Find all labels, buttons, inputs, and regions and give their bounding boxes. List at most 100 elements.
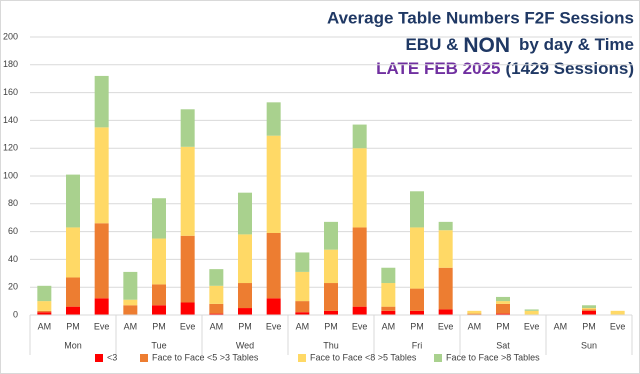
bar-segment [496,301,510,304]
bar-segment [209,269,224,286]
bar-segment [209,303,224,314]
bar-segment [324,310,338,315]
bar-segment [152,238,166,285]
bar-segment [123,305,138,315]
bar-segment [438,309,453,315]
bar-segment [496,313,510,315]
bar-segment [438,267,453,310]
x-tick-label: AM [554,321,568,331]
x-tick-label: Eve [524,321,540,331]
bar-segment [180,235,195,303]
x-tick-label: AM [468,321,482,331]
bar-segment [266,232,281,299]
bar-segment [94,127,109,224]
y-tick-label: 20 [8,282,18,292]
bar-segment [496,296,510,302]
legend-swatch [95,354,103,362]
legend-swatch [434,354,442,362]
bar-segment [410,288,424,311]
x-tick-label: AM [382,321,396,331]
subtitle-part: by day & Time [519,35,634,54]
bar-segment [381,310,396,315]
bar-segment [209,285,224,304]
x-group-label: Sun [581,340,597,350]
y-tick-label: 0 [13,309,18,319]
bar-segment [324,249,338,284]
subtitle2-part: LATE FEB 2025 [376,59,500,78]
bar-segment [438,230,453,268]
bar-segment [238,308,252,315]
bar-segment [352,148,367,228]
x-group-label: Thu [323,340,339,350]
x-tick-label: Eve [180,321,196,331]
y-tick-label: 60 [8,226,18,236]
x-group-label: Mon [64,340,82,350]
bar-segment [295,301,310,313]
x-tick-label: AM [38,321,52,331]
bar-segment [209,313,224,315]
bar-segment [238,283,252,309]
bar-segment [266,102,281,136]
bar-segment [180,302,195,315]
x-tick-label: PM [410,321,424,331]
bar-segment [266,135,281,233]
bar-segment [152,284,166,306]
x-tick-label: AM [124,321,138,331]
x-tick-label: PM [324,321,338,331]
legend-label: Face to Face >8 Tables [446,352,540,362]
bar-segment [324,221,338,250]
x-group-label: Sat [496,340,510,350]
bar-segment [94,75,109,128]
bar-segment [295,252,310,272]
y-tick-label: 180 [3,59,18,69]
bar-segment [352,306,367,315]
y-tick-label: 40 [8,254,18,264]
bar-segment [180,146,195,236]
y-tick-label: 100 [3,170,18,180]
subtitle2-part: (1429 Sessions) [505,59,634,78]
chart-title: Average Table Numbers F2F Sessions [327,8,634,27]
bar-segment [438,221,453,231]
bar-segment [152,198,166,239]
bar-segment [467,313,482,315]
bar-segment [496,303,510,314]
y-tick-label: 80 [8,198,18,208]
x-tick-label: PM [152,321,166,331]
bar-segment [238,192,252,235]
bar-segment [37,301,52,311]
bar-segment [582,305,596,309]
y-tick-label: 120 [3,143,18,153]
x-tick-label: PM [582,321,596,331]
bar-segment [66,227,80,278]
bar-segment [94,298,109,315]
bar-segment [582,308,596,310]
bar-segment [352,227,367,307]
legend-label: <3 [107,352,117,362]
bar-segment [352,124,367,149]
bar-segment [467,310,482,314]
x-group-label: Wed [236,340,254,350]
subtitle-part: NON [463,34,510,57]
x-tick-label: PM [496,321,510,331]
bar-segment [37,310,52,313]
y-tick-label: 140 [3,115,18,125]
bar-segment [66,277,80,307]
x-tick-label: PM [238,321,252,331]
x-tick-label: Eve [352,321,368,331]
bar-segment [37,285,52,302]
bar-segment [381,283,396,307]
bar-segment [123,271,138,300]
legend-label: Face to Face <8 >5 Tables [310,352,417,362]
x-tick-label: Eve [610,321,626,331]
bar-segment [410,310,424,315]
bar-segment [94,223,109,299]
bar-segment [152,305,166,315]
bar-segment [37,312,52,315]
bar-segment [324,283,338,311]
bar-segment [238,234,252,284]
bar-segment [266,298,281,315]
subtitle-part: EBU & [405,35,458,54]
bar-segment [66,174,80,228]
bar-segment [524,309,539,311]
